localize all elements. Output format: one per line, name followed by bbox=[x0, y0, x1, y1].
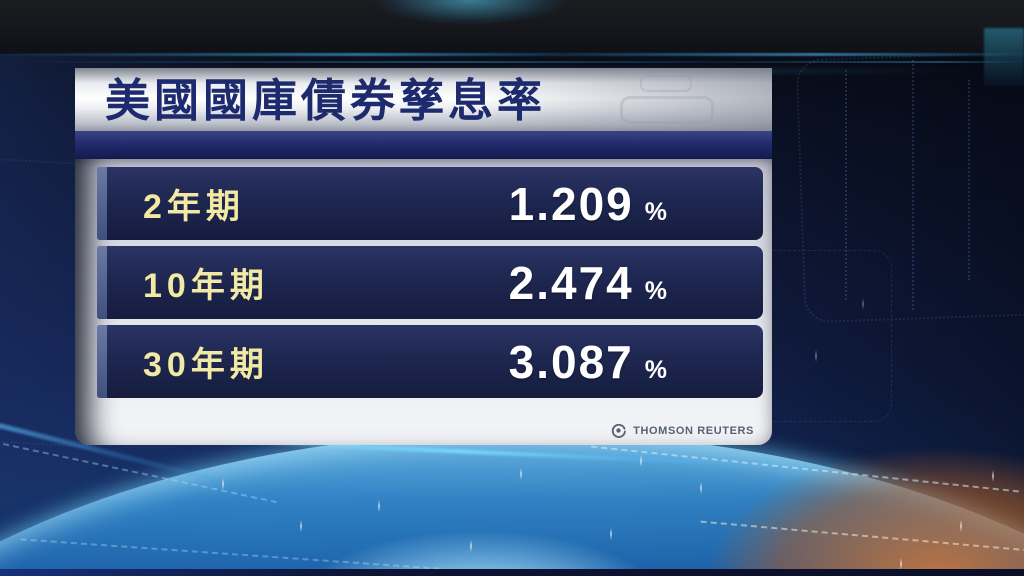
light-spark bbox=[960, 520, 962, 532]
percent-sign: % bbox=[644, 355, 667, 384]
percent-sign: % bbox=[644, 197, 667, 226]
yield-value: 1.209 bbox=[508, 177, 634, 230]
light-spark bbox=[610, 528, 612, 540]
percent-sign: % bbox=[644, 276, 667, 305]
yield-value: 2.474 bbox=[508, 256, 634, 309]
yield-row-10y: 10年期 2.474 % bbox=[97, 246, 763, 319]
tenor-label: 2年期 bbox=[143, 188, 245, 226]
yield-value-group: 3.087 % bbox=[509, 335, 667, 389]
yield-value-group: 2.474 % bbox=[509, 256, 667, 310]
light-spark bbox=[300, 520, 302, 532]
tenor-label: 30年期 bbox=[143, 346, 269, 384]
panel-body: 2年期 1.209 % 10年期 2.474 % 30年期 3.087 % bbox=[75, 159, 772, 445]
light-spark bbox=[900, 558, 902, 570]
panel-title-bar: 美國國庫債券孳息率 bbox=[75, 68, 772, 131]
cyan-light-hotspot bbox=[200, 468, 760, 576]
thomson-reuters-orb-icon bbox=[610, 422, 627, 439]
light-spark bbox=[700, 482, 702, 494]
yield-row-30y: 30年期 3.087 % bbox=[97, 325, 763, 398]
top-dark-band bbox=[0, 0, 1024, 54]
corner-glow bbox=[984, 28, 1024, 86]
tenor-label: 10年期 bbox=[143, 267, 269, 305]
light-spark bbox=[992, 470, 994, 482]
title-underline-bar bbox=[75, 131, 772, 159]
light-spark bbox=[640, 455, 642, 467]
yield-row-2y: 2年期 1.209 % bbox=[97, 167, 763, 240]
thomson-reuters-logo: THOMSON REUTERS bbox=[610, 422, 754, 439]
light-spark bbox=[862, 298, 864, 310]
dotted-line-decoration bbox=[968, 80, 970, 280]
light-spark bbox=[222, 478, 224, 490]
bottom-edge-strip bbox=[0, 569, 1024, 576]
light-spark bbox=[815, 350, 817, 362]
dotted-line-decoration bbox=[912, 60, 914, 310]
light-spark bbox=[520, 468, 522, 480]
header-reflection-decoration bbox=[620, 96, 714, 124]
light-spark bbox=[378, 500, 380, 512]
yield-value-group: 1.209 % bbox=[509, 177, 667, 231]
header-reflection-decoration bbox=[640, 75, 692, 92]
panel-title: 美國國庫債券孳息率 bbox=[105, 75, 547, 126]
yield-value: 3.087 bbox=[508, 335, 634, 388]
light-spark bbox=[470, 540, 472, 552]
yield-data-panel: 美國國庫債券孳息率 2年期 1.209 % 10年期 2.474 % 30年期 bbox=[75, 68, 772, 445]
dotted-line-decoration bbox=[845, 70, 847, 300]
thomson-reuters-wordmark: THOMSON REUTERS bbox=[633, 424, 754, 437]
